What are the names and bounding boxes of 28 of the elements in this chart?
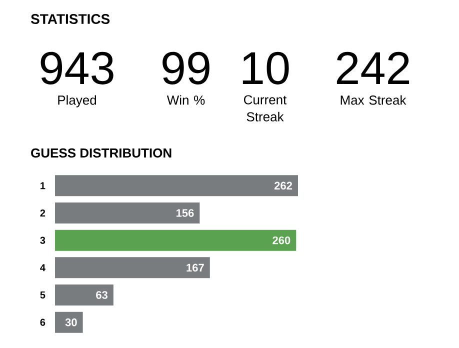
- data-label: 156: [176, 209, 194, 217]
- y-tick-label: 6: [40, 318, 46, 326]
- data-label: 260: [272, 236, 290, 244]
- y-tick-label: 1: [40, 182, 46, 190]
- category-label: Win %: [166, 95, 205, 105]
- chart-title: GUESS DISTRIBUTION: [31, 148, 172, 158]
- data-label: 943: [40, 52, 114, 84]
- y-tick-label: 4: [40, 264, 46, 272]
- text: STATISTICS: [30, 14, 110, 24]
- category-label: Max Streak: [340, 95, 406, 105]
- bar: [55, 257, 210, 278]
- y-tick-label: 3: [40, 236, 46, 244]
- bar: [55, 312, 83, 333]
- data-label: 167: [186, 264, 204, 272]
- y-tick-label: 5: [40, 291, 46, 298]
- category-label: Played: [58, 95, 96, 108]
- data-label: 242: [336, 52, 410, 84]
- data-label: 63: [96, 291, 108, 299]
- bar: [55, 202, 200, 224]
- data-label: 30: [65, 318, 77, 326]
- bar: [55, 284, 114, 306]
- data-label: 10: [242, 52, 289, 84]
- y-tick-label: 2: [40, 210, 46, 216]
- data-label: 262: [274, 182, 292, 190]
- category-label: Current Streak: [244, 95, 287, 122]
- bar: [55, 175, 298, 196]
- data-label: 99: [162, 52, 210, 84]
- bar: [55, 230, 296, 251]
